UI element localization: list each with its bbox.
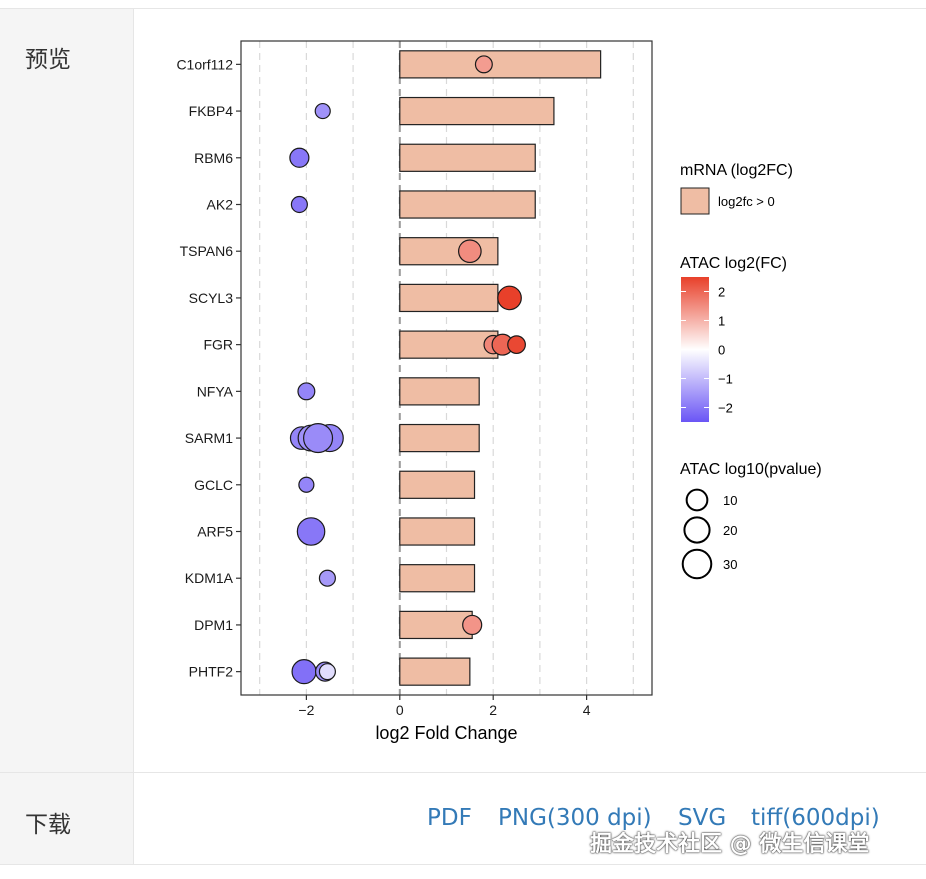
- atac-point-scyl3: [497, 285, 522, 311]
- atac-point-fgr: [507, 335, 526, 355]
- bar-phtf2: [399, 657, 471, 686]
- y-tick-label-tspan6: TSPAN6: [180, 243, 234, 259]
- legend-color-tick-label: −2: [718, 401, 733, 416]
- y-tick-label-kdm1a: KDM1A: [185, 570, 234, 586]
- legend-size-label: 10: [723, 493, 737, 508]
- atac-point-c1orf112: [474, 55, 493, 74]
- legend-mrna-swatch: [680, 187, 710, 215]
- atac-point-fkbp4: [314, 102, 331, 120]
- y-tick-label-sarm1: SARM1: [185, 430, 233, 446]
- atac-point-phtf2: [291, 659, 317, 685]
- download-pdf-link[interactable]: PDF: [427, 805, 472, 831]
- atac-point-dpm1: [462, 614, 483, 636]
- atac-point-tspan6: [458, 239, 482, 264]
- legend-size-circle: [683, 516, 711, 544]
- bar-fkbp4: [399, 96, 555, 126]
- y-tick-label-rbm6: RBM6: [194, 150, 233, 166]
- x-tick-label: 0: [396, 702, 404, 718]
- chart-legend: mRNA (log2FC) log2fc > 0 ATAC log2(FC) A…: [680, 162, 822, 580]
- y-tick-label-arf5: ARF5: [197, 524, 233, 540]
- atac-point-arf5: [296, 517, 326, 546]
- chart-figure: C1orf112 FKBP4 RBM6 AK2 TSPAN6 SCYL3 FGR NFYA SA…: [176, 40, 822, 743]
- y-tick-label-c1orf112: C1orf112: [176, 56, 233, 72]
- bar-dpm1: [399, 610, 473, 640]
- y-tick-label-nfya: NFYA: [197, 383, 234, 399]
- legend-size-circle: [681, 548, 713, 580]
- plot-area: C1orf112 FKBP4 RBM6 AK2 TSPAN6 SCYL3 FGR NFYA SA…: [176, 40, 653, 743]
- legend-color-tick-label: 2: [718, 285, 725, 300]
- legend-size-label: 30: [723, 557, 737, 572]
- legend-mrna-item: log2fc > 0: [718, 194, 775, 209]
- watermark-text: 掘金技术社区 @ 微生信课堂: [590, 832, 870, 857]
- sidebar-divider: [133, 9, 134, 864]
- bar-gclc: [399, 470, 476, 499]
- bar-c1orf112: [399, 50, 602, 79]
- y-tick-label-phtf2: PHTF2: [189, 664, 234, 680]
- atac-point-rbm6: [289, 147, 310, 168]
- legend-size-title: ATAC log10(pvalue): [680, 461, 822, 478]
- download-sidebar: [0, 773, 133, 864]
- y-tick-label-gclc: GCLC: [194, 477, 233, 493]
- bar-arf5: [399, 517, 476, 546]
- y-tick-label-ak2: AK2: [207, 197, 234, 213]
- atac-point-nfya: [297, 382, 316, 401]
- x-tick-label: 4: [583, 702, 591, 718]
- y-tick-label-dpm1: DPM1: [194, 617, 233, 633]
- download-png-link[interactable]: PNG(300 dpi): [498, 805, 652, 831]
- bar-rbm6: [399, 143, 536, 172]
- bar-kdm1a: [399, 564, 476, 593]
- y-tick-label-fgr: FGR: [203, 337, 233, 353]
- download-tiff-link[interactable]: tiff(600dpi): [751, 805, 880, 831]
- frame-top-border: [0, 8, 926, 9]
- preview-sidebar: [0, 9, 133, 772]
- atac-point-kdm1a: [318, 569, 336, 587]
- frame-middle-border: [0, 772, 926, 773]
- frame-bottom-border: [0, 864, 926, 865]
- y-tick-label-scyl3: SCYL3: [189, 290, 234, 306]
- legend-color-tick-label: −1: [718, 372, 733, 387]
- bar-scyl3: [399, 283, 499, 313]
- legend-color-tick-label: 1: [718, 314, 725, 329]
- legend-size-label: 20: [723, 523, 737, 538]
- download-label: 下载: [25, 812, 71, 838]
- x-tick-label: −2: [298, 702, 314, 718]
- legend-mrna-title: mRNA (log2FC): [680, 162, 793, 179]
- bar-sarm1: [399, 423, 480, 453]
- atac-point-gclc: [298, 476, 315, 493]
- atac-point-phtf2: [318, 663, 336, 681]
- y-tick-label-fkbp4: FKBP4: [189, 103, 234, 119]
- plot-border: [240, 40, 653, 696]
- legend-color-title: ATAC log2(FC): [680, 255, 787, 272]
- legend-color-tick-label: 0: [718, 343, 725, 358]
- atac-point-ak2: [290, 195, 308, 214]
- bar-ak2: [399, 190, 536, 219]
- preview-label: 预览: [25, 47, 71, 73]
- bar-nfya: [399, 377, 480, 406]
- x-axis-title: log2 Fold Change: [375, 723, 517, 743]
- atac-point-sarm1: [303, 423, 334, 454]
- bar-tspan6: [399, 237, 499, 266]
- bar-fgr: [399, 330, 499, 359]
- legend-size-circle: [685, 488, 709, 512]
- download-svg-link[interactable]: SVG: [678, 805, 727, 831]
- x-tick-label: 2: [489, 702, 497, 718]
